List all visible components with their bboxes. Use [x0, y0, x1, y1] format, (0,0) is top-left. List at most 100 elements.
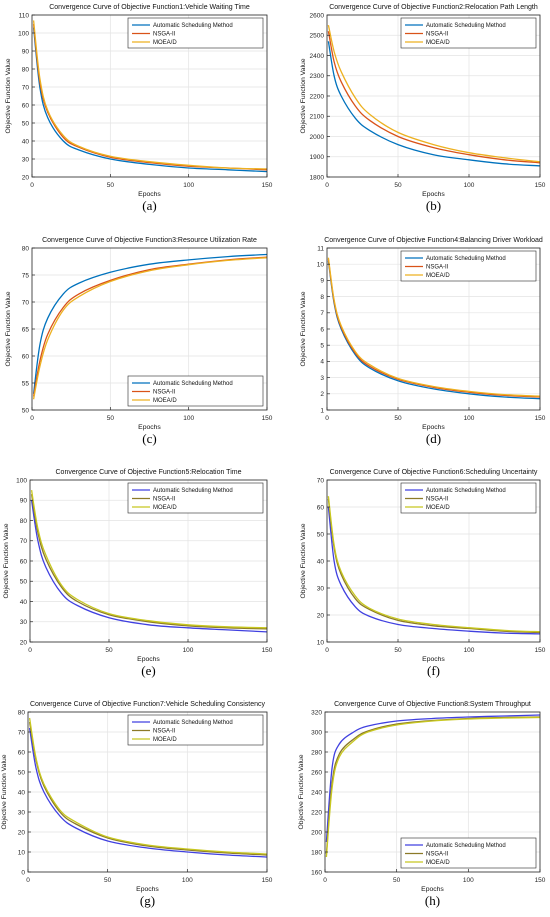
- y-tick-label: 40: [22, 138, 30, 145]
- y-tick-label: 20: [22, 174, 30, 181]
- y-tick-label: 70: [22, 299, 30, 306]
- panel-caption: (d): [426, 431, 441, 446]
- series-line-1: [32, 253, 268, 394]
- x-axis-label: Epochs: [421, 886, 444, 893]
- chart-panel-1: 0 50 100 150 20 30 40 50 60 70 80 90 100 110 Convergen…: [5, 4, 273, 213]
- legend: Automatic Scheduling Method NSGA-II MOEA/D: [400, 250, 537, 282]
- panel-caption: (e): [141, 663, 155, 678]
- x-tick-label: 50: [393, 877, 401, 884]
- legend-label: Automatic Scheduling Method: [426, 843, 506, 849]
- y-tick-label: 320: [311, 709, 322, 716]
- chart-panel-2: 0 50 100 150 1800 1900 2000 2100 2200 2300 2400 250…: [300, 4, 546, 213]
- x-axis-label: Epochs: [136, 886, 159, 893]
- legend-label: MOEA/D: [153, 40, 177, 46]
- y-tick-label: 20: [18, 829, 26, 836]
- x-tick-label: 100: [183, 647, 194, 654]
- y-tick-label: 10: [317, 262, 325, 269]
- y-axis-label: Objective Function Value: [300, 291, 307, 366]
- x-tick-label: 0: [26, 877, 30, 884]
- x-tick-label: 50: [105, 647, 113, 654]
- legend-box: [400, 837, 537, 869]
- y-tick-label: 40: [18, 789, 26, 796]
- y-tick-label: 2300: [310, 73, 325, 80]
- y-tick-label: 180: [311, 849, 322, 856]
- y-tick-label: 20: [20, 639, 28, 646]
- y-axis-label: Objective Function Value: [5, 291, 12, 366]
- x-tick-label: 0: [325, 415, 329, 422]
- y-tick-label: 4: [320, 359, 324, 366]
- legend-label: MOEA/D: [426, 505, 450, 511]
- y-tick-label: 2400: [310, 53, 325, 60]
- x-tick-label: 150: [535, 877, 546, 884]
- chart-title: Convergence Curve of Objective Function3…: [42, 237, 257, 244]
- x-tick-label: 100: [183, 182, 194, 189]
- legend-label: NSGA-II: [153, 729, 176, 735]
- x-tick-label: 150: [535, 415, 546, 422]
- y-tick-label: 100: [16, 477, 27, 484]
- y-tick-label: 50: [18, 769, 26, 776]
- legend-label: Automatic Scheduling Method: [153, 381, 233, 387]
- y-tick-label: 260: [311, 769, 322, 776]
- panel-caption: (g): [140, 893, 155, 908]
- series-line-3: [327, 496, 541, 633]
- y-tick-label: 1800: [310, 174, 325, 181]
- x-axis-label: Epochs: [138, 191, 161, 198]
- y-tick-label: 70: [22, 84, 30, 91]
- legend-box: [400, 482, 537, 514]
- y-tick-label: 300: [311, 729, 322, 736]
- series-line-1: [30, 500, 268, 633]
- x-tick-label: 100: [464, 182, 475, 189]
- legend-label: NSGA-II: [426, 852, 449, 858]
- legend-box: [400, 17, 537, 49]
- y-tick-label: 2100: [310, 114, 325, 121]
- legend: Automatic Scheduling Method NSGA-II MOEA/D: [127, 375, 264, 407]
- legend: Automatic Scheduling Method NSGA-II MOEA/D: [400, 482, 537, 514]
- y-tick-label: 60: [317, 504, 325, 511]
- x-tick-label: 0: [30, 415, 34, 422]
- series-line-3: [327, 257, 541, 397]
- y-tick-label: 2000: [310, 134, 325, 141]
- x-tick-label: 50: [394, 182, 402, 189]
- x-tick-label: 100: [183, 415, 194, 422]
- series-line-3: [325, 716, 541, 858]
- series-line-3: [28, 717, 268, 855]
- y-tick-label: 2200: [310, 93, 325, 100]
- x-tick-label: 150: [535, 647, 546, 654]
- y-axis-label: Objective Function Value: [1, 754, 8, 829]
- x-tick-label: 0: [323, 877, 327, 884]
- y-tick-label: 60: [22, 353, 30, 360]
- y-tick-label: 40: [20, 599, 28, 606]
- y-tick-label: 160: [311, 869, 322, 876]
- y-axis-label: Objective Function Value: [300, 523, 307, 598]
- legend-box: [127, 375, 264, 407]
- x-tick-label: 100: [182, 877, 193, 884]
- x-tick-label: 150: [535, 182, 546, 189]
- y-tick-label: 6: [320, 326, 324, 333]
- y-tick-label: 50: [22, 407, 30, 414]
- series-line-3: [32, 20, 268, 170]
- chart-panel-6: 0 50 100 150 10 20 30 40 50 60 70 Convergence Curve…: [300, 469, 546, 678]
- y-tick-label: 9: [320, 278, 324, 285]
- y-tick-label: 7: [320, 310, 324, 317]
- y-tick-label: 2500: [310, 33, 325, 40]
- y-tick-label: 3: [320, 375, 324, 382]
- y-tick-label: 70: [18, 729, 26, 736]
- y-tick-label: 280: [311, 749, 322, 756]
- x-tick-label: 100: [463, 877, 474, 884]
- series-line-1: [325, 714, 541, 843]
- y-tick-label: 2: [320, 391, 324, 398]
- y-tick-label: 30: [317, 585, 325, 592]
- y-tick-label: 100: [18, 30, 29, 37]
- x-tick-label: 50: [394, 647, 402, 654]
- panel-caption: (a): [142, 198, 156, 213]
- y-tick-label: 30: [20, 619, 28, 626]
- series-line-2: [327, 31, 541, 164]
- y-tick-label: 30: [22, 156, 30, 163]
- chart-panel-5: 0 50 100 150 20 30 40 50 60 70 80 90 100 Convergence …: [3, 469, 273, 678]
- panel-caption: (h): [425, 893, 440, 908]
- y-tick-label: 240: [311, 789, 322, 796]
- x-tick-label: 0: [325, 182, 329, 189]
- panel-caption: (f): [427, 663, 440, 678]
- y-tick-label: 0: [21, 869, 25, 876]
